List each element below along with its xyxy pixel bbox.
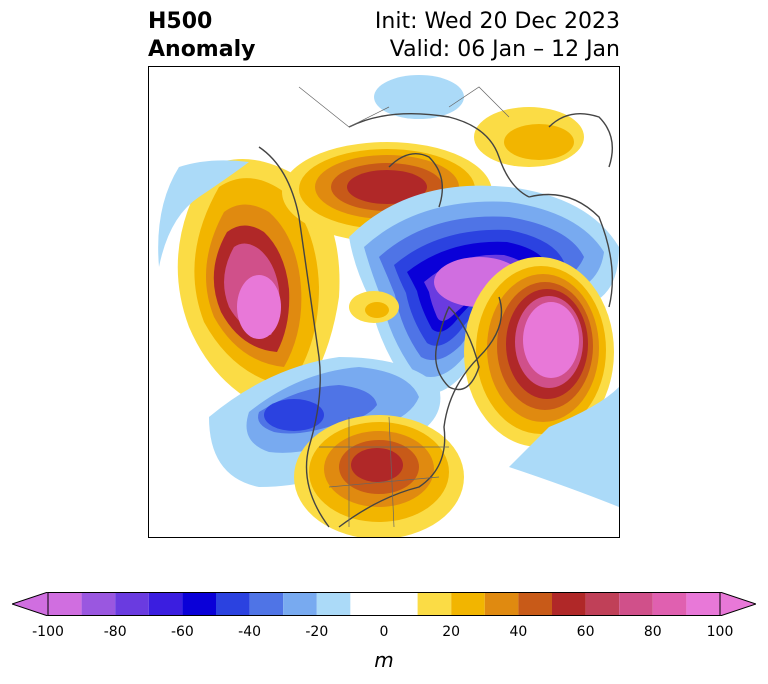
colorbar-bin-3 [148,592,183,616]
colorbar-bin-10 [417,592,452,616]
colorbar-tick-label: 100 [706,624,734,640]
colorbar-bin-0 [48,592,82,616]
na-trough [209,357,441,487]
pacific-ridge [177,159,340,417]
map-dates: Init: Wed 20 Dec 2023 Valid: 06 Jan – 12… [300,8,620,64]
colorbar-tick-label: -100 [32,624,64,640]
init-date: Init: Wed 20 Dec 2023 [374,9,620,34]
colorbar-border [47,592,721,616]
colorbar-tick-label: -20 [305,624,329,640]
colorbar-tick-label: 0 [379,624,389,640]
southeast-ridge [294,415,464,537]
borders [298,86,510,528]
colorbar-bin-18 [686,592,720,616]
colorbar-tick-label: 60 [576,624,595,640]
colorbar-bin-7 [283,592,317,616]
colorbar-tick-label: 80 [643,624,662,640]
colorbar-bin-17 [652,592,687,616]
colorbar-tick-label: -60 [170,624,194,640]
title-line-2: Anomaly [148,37,256,62]
colorbar-bin-14 [552,592,586,616]
colorbar-under-arrow [12,592,49,616]
title-line-1: H500 [148,9,213,34]
colorbar-bin-1 [81,592,116,616]
valid-date: Valid: 06 Jan – 12 Jan [389,37,620,62]
colorbar-tick-label: -80 [103,624,127,640]
colorbar-over-arrow [719,592,756,616]
colorbar-tick-label: 20 [442,624,461,640]
colorbar-bin-6 [249,592,284,616]
colorbar-bin-12 [484,592,519,616]
colorbar-tick-label: -40 [238,624,262,640]
anomaly-map [148,66,620,538]
colorbar-bin-9 [350,592,418,616]
colorbar-bin-8 [316,592,351,616]
colorbar-bin-5 [216,592,250,616]
colorbar-bin-11 [451,592,485,616]
colorbar-tick-label: 40 [509,624,528,640]
map-title: H500 Anomaly [148,8,255,64]
anomaly-map-canvas [158,75,619,537]
colorbar-bin-15 [585,592,620,616]
colorbar-bin-2 [115,592,149,616]
colorbar-bin-16 [619,592,653,616]
colorbar [12,592,756,616]
colorbar-bin-13 [518,592,552,616]
colorbar-bin-4 [182,592,216,616]
colorbar-unit: m [374,648,394,672]
